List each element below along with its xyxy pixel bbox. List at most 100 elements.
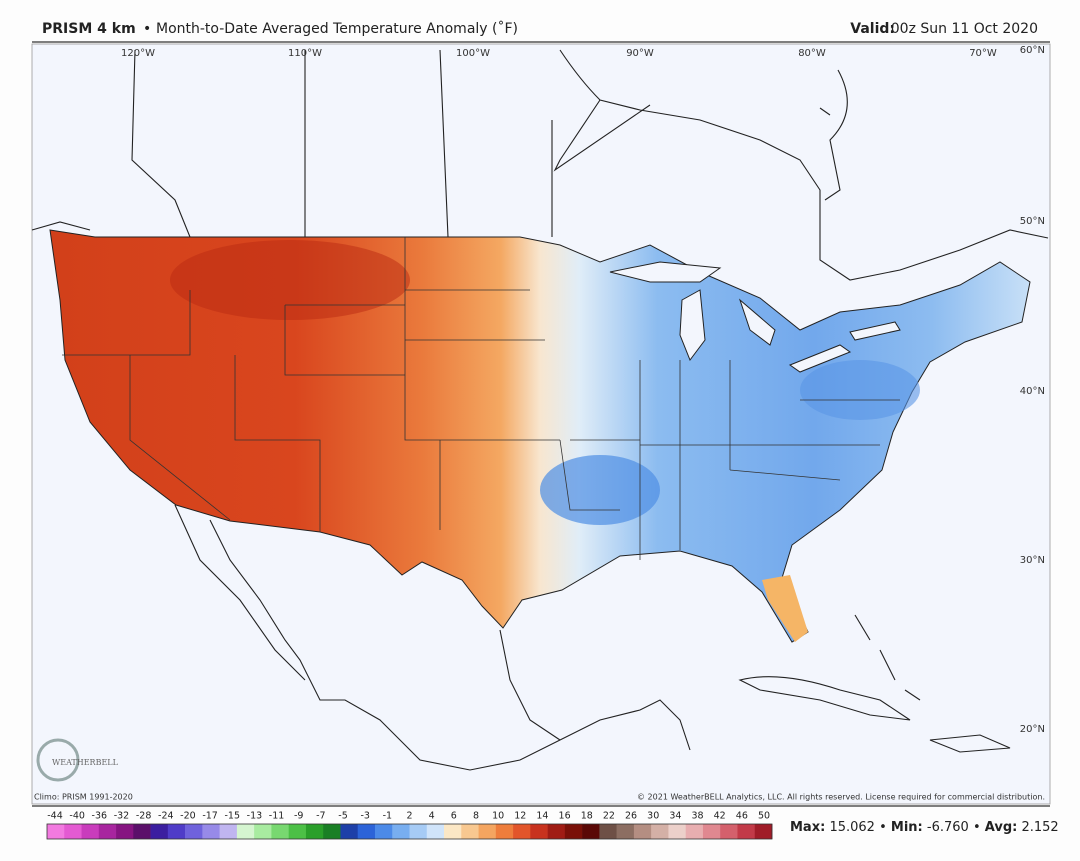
colorbar-swatch: [651, 824, 669, 839]
latitude-label: 50°N: [1020, 216, 1045, 227]
latitude-label: 40°N: [1020, 386, 1045, 397]
longitude-label: 90°W: [626, 48, 654, 59]
colorbar-label: 34: [669, 811, 681, 822]
colorbar-swatch: [444, 824, 462, 839]
florida-warm: [762, 575, 808, 642]
product-name: PRISM 4 km: [42, 21, 136, 37]
logo: WEATHERBELL: [36, 738, 119, 782]
colorbar-swatch: [513, 824, 531, 839]
colorbar-swatch: [357, 824, 376, 839]
longitude-label: 100°W: [456, 48, 490, 59]
colorbar-label: 50: [758, 811, 770, 822]
state-lines: [62, 237, 900, 560]
colorbar-swatch: [685, 824, 704, 839]
logo-text: WEATHERBELL: [52, 758, 119, 767]
colorbar-swatch: [236, 824, 255, 839]
colorbar-label: 8: [473, 811, 479, 822]
colorbar-swatch: [340, 824, 359, 839]
colorbar-label: 6: [451, 811, 457, 822]
colorbar-label: 18: [581, 811, 593, 822]
cool-core: [540, 455, 660, 525]
colorbar-label: 30: [647, 811, 659, 822]
colorbar-swatch: [167, 824, 186, 839]
colorbar-swatch: [392, 824, 410, 839]
colorbar-label: 10: [492, 811, 504, 822]
colorbar-swatch: [564, 824, 583, 839]
colorbar-label: -36: [92, 811, 108, 822]
stats-line: Max: 15.062 • Min: -6.760 • Avg: 2.152: [790, 820, 1059, 835]
avg-label: Avg:: [985, 820, 1018, 835]
colorbar-swatch: [305, 824, 324, 839]
colorbar-swatch: [98, 824, 117, 839]
colorbar-swatch: [133, 824, 151, 839]
colorbar-swatch: [47, 824, 65, 839]
colorbar-swatch: [271, 824, 289, 839]
colorbar-swatch: [426, 824, 445, 839]
colorbar-label: 2: [406, 811, 412, 822]
avg-value: 2.152: [1021, 820, 1058, 835]
colorbar-label: -20: [180, 811, 196, 822]
colorbar-label: -28: [136, 811, 152, 822]
valid-label: Valid:: [850, 21, 895, 37]
colorbar-swatch: [64, 824, 82, 839]
colorbar-label: -32: [114, 811, 130, 822]
colorbar-swatch: [668, 824, 686, 839]
colorbar-swatch: [185, 824, 203, 839]
colorbar-label: 46: [736, 811, 748, 822]
colorbar-swatch: [254, 824, 272, 839]
longitude-label: 80°W: [798, 48, 826, 59]
colorbar-label: 14: [536, 811, 548, 822]
max-label: Max:: [790, 820, 825, 835]
colorbar-label: -3: [360, 811, 369, 822]
colorbar-label: -40: [69, 811, 85, 822]
min-value: -6.760: [927, 820, 969, 835]
warm-core: [170, 240, 410, 320]
colorbar-swatch: [737, 824, 756, 839]
colorbar-label: -44: [47, 811, 63, 822]
boundaries: [31, 49, 1049, 771]
colorbar-swatch: [116, 824, 134, 839]
colorbar-swatch: [288, 824, 307, 839]
colorbar-swatch: [599, 824, 617, 839]
colorbar-swatch: [530, 824, 548, 839]
colorbar-swatch: [374, 824, 393, 839]
latitude-label: 20°N: [1020, 724, 1045, 735]
colorbar-label: 12: [514, 811, 526, 822]
colorbar-label: -15: [224, 811, 240, 822]
copyright: © 2021 WeatherBELL Analytics, LLC. All r…: [637, 793, 1045, 802]
cool-core: [800, 360, 920, 420]
colorbar-label: 22: [603, 811, 615, 822]
colorbar-swatch: [81, 824, 100, 839]
colorbar-swatch: [702, 824, 721, 839]
separator: •: [973, 820, 981, 835]
map-title: Month-to-Date Averaged Temperature Anoma…: [156, 20, 518, 37]
climo-note: Climo: PRISM 1991-2020: [34, 793, 133, 802]
colorbar-swatch: [633, 824, 652, 839]
max-value: 15.062: [829, 820, 875, 835]
colorbar-frame: [46, 823, 773, 840]
colorbar-swatch: [495, 824, 514, 839]
colorbar-swatch: [202, 824, 220, 839]
colorbar-label: -11: [269, 811, 285, 822]
colorbar-label: 26: [625, 811, 637, 822]
colorbar-label: -17: [202, 811, 218, 822]
latitude-label: 30°N: [1020, 555, 1045, 566]
colorbar-swatch: [582, 824, 600, 839]
colorbar-swatch: [720, 824, 738, 839]
latitude-label: 60°N: [1020, 45, 1045, 56]
colorbar-label: 16: [559, 811, 571, 822]
min-label: Min:: [891, 820, 923, 835]
valid-time: 00z Sun 11 Oct 2020: [891, 21, 1038, 37]
colorbar-swatch: [150, 824, 169, 839]
colorbar-swatch: [616, 824, 635, 839]
colorbar-label: 4: [429, 811, 435, 822]
colorbar-swatch: [754, 824, 773, 839]
separator: •: [143, 21, 151, 37]
colorbar-label: -24: [158, 811, 174, 822]
longitude-label: 70°W: [969, 48, 997, 59]
colorbar-swatch: [478, 824, 497, 839]
longitude-label: 120°W: [121, 48, 155, 59]
colorbar-label: 42: [714, 811, 726, 822]
